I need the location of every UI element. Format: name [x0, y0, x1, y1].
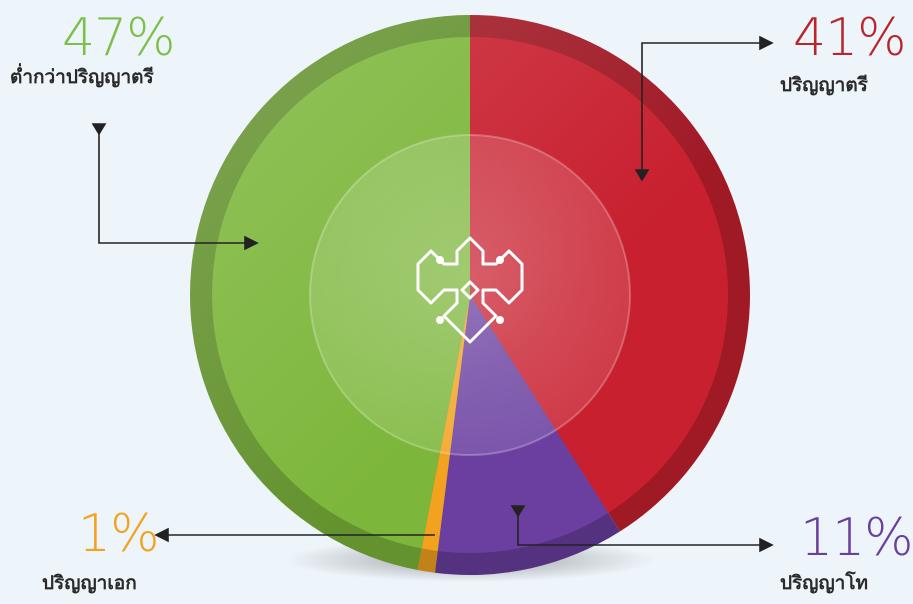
slice-doctorate-percent: 1% [78, 504, 159, 564]
slice-below-bachelor-label: ต่ำกว่าปริญญาตรี [10, 66, 154, 88]
slice-doctorate-label: ปริญญาเอก [42, 572, 137, 594]
leader-lines [91, 35, 774, 553]
slice-below-bachelor-percent: 47% [62, 8, 176, 68]
logo-emblem-icon [416, 236, 524, 344]
slice-master-label: ปริญญาโท [780, 572, 869, 594]
slice-bachelor-label: ปริญญาตรี [780, 74, 868, 96]
slice-bachelor-percent: 41% [793, 8, 907, 68]
pie-inner-glass [309, 134, 631, 456]
slice-master-percent: 11% [800, 508, 913, 568]
